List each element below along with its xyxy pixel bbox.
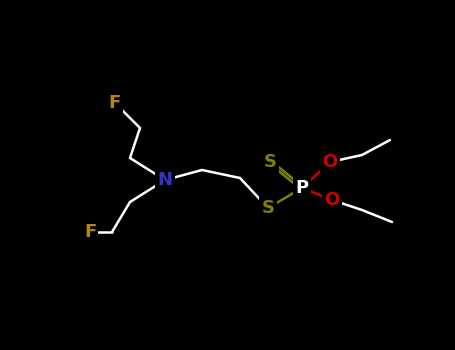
Text: S: S bbox=[262, 199, 274, 217]
Text: F: F bbox=[84, 223, 96, 241]
Text: O: O bbox=[323, 153, 338, 171]
Text: F: F bbox=[109, 94, 121, 112]
Text: O: O bbox=[324, 191, 339, 209]
Text: N: N bbox=[157, 171, 172, 189]
Text: P: P bbox=[295, 179, 308, 197]
Text: S: S bbox=[263, 153, 277, 171]
